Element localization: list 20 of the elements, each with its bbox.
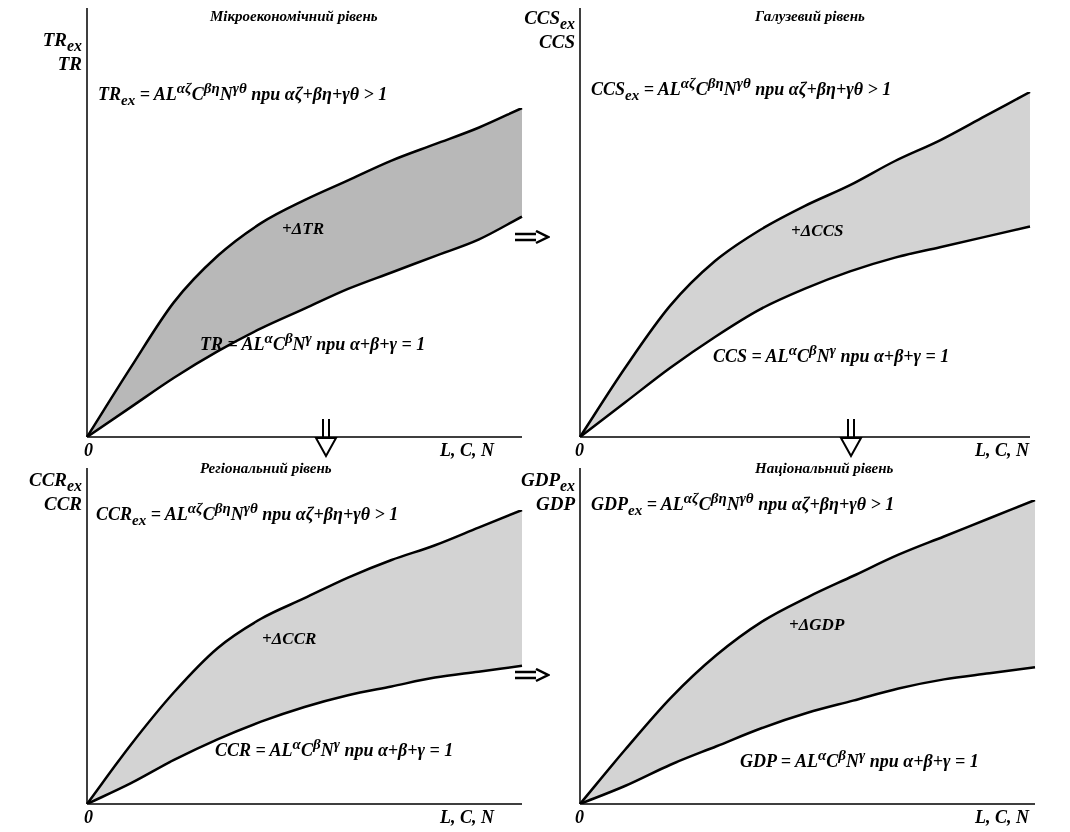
annotation: +ΔCCR [262, 629, 317, 649]
chart-title: Галузевий рівень [755, 8, 865, 25]
x-axis-title: L, C, N [440, 807, 494, 828]
annotation: GDP = AL$^{α}$C$^{β}$N$^{γ}$ при α+β+γ = 1 [740, 747, 979, 772]
text: GDP$_{ex}$ = AL$^{αζ}$C$^{βη}$N$^{γθ}$ при αζ+βη+γθ > 1 [591, 490, 895, 518]
x-axis-title: L, C, N [975, 807, 1029, 828]
text: 0 [84, 807, 93, 828]
annotation: +ΔGDP [789, 615, 845, 635]
y-axis-title: GDP$_{ex}$ GDP [520, 469, 575, 516]
y-axis-title: CCR$_{ex}$ CCR [29, 469, 82, 516]
annotation: CCR = AL$^{α}$C$^{β}$N$^{γ}$ при α+β+γ = 1 [215, 736, 454, 761]
text: 0 [575, 807, 584, 828]
chart-title: Регіональний рівень [200, 460, 332, 477]
chart-title: Мікроекономічний рівень [210, 8, 378, 25]
text: TR$_{ex}$ = AL$^{αζ}$C$^{βη}$N$^{γθ}$ при αζ+βη+γθ > 1 [98, 80, 388, 108]
text: CCR$_{ex}$ = AL$^{αζ}$C$^{βη}$N$^{γθ}$ при αζ+βη+γθ > 1 [96, 500, 399, 528]
text: CCS$_{ex}$ = AL$^{αζ}$C$^{βη}$N$^{γθ}$ при αζ+βη+γθ > 1 [591, 75, 892, 103]
chart-title: Національний рівень [755, 460, 894, 477]
y-axis-title: CCS$_{ex}$ CCS [524, 7, 575, 54]
y-axis-title: TR$_{ex}$ TR [42, 29, 82, 76]
